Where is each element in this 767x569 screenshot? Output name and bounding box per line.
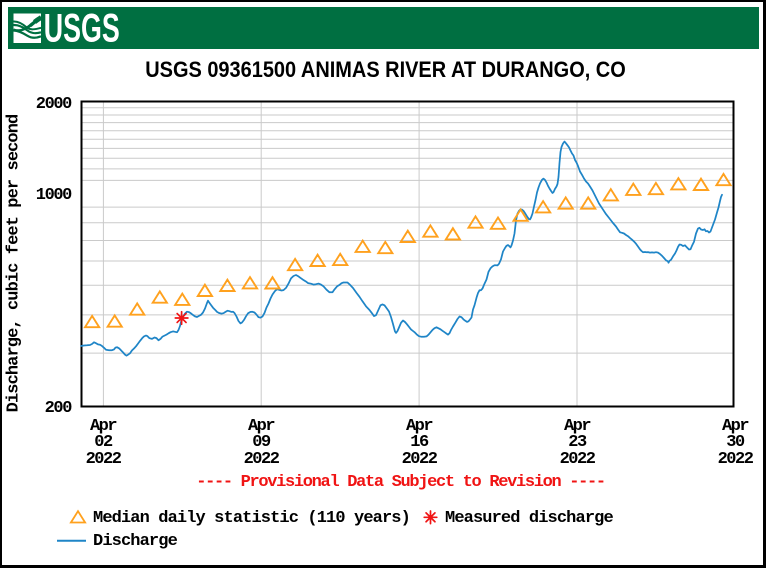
svg-text:USGS: USGS (44, 7, 120, 49)
